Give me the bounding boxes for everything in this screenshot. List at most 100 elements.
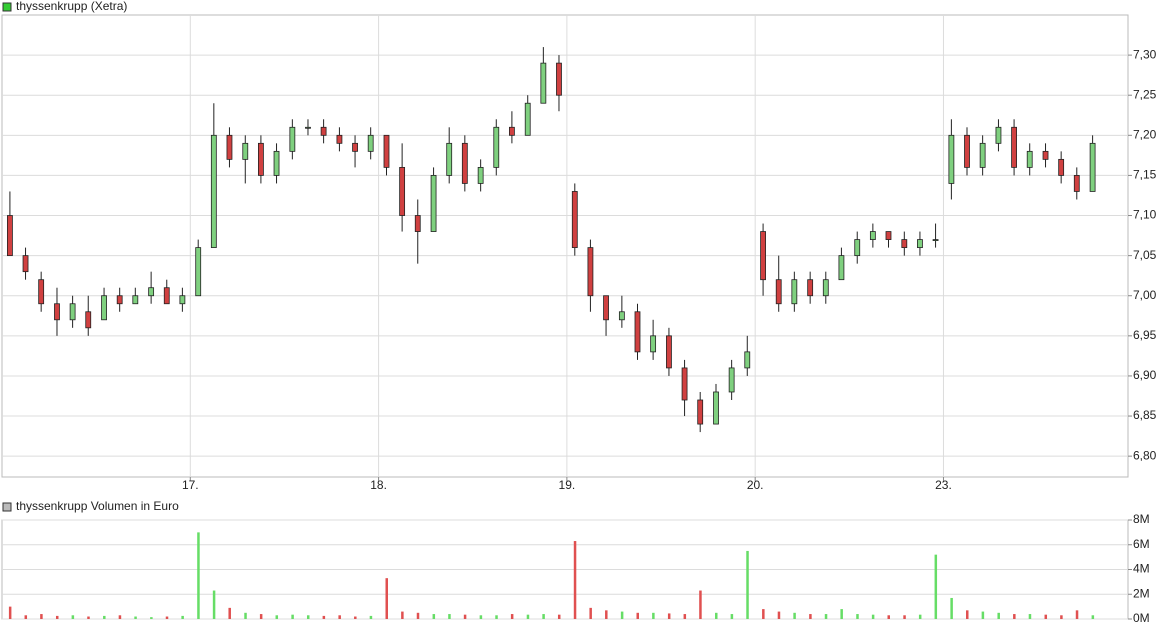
candle-body xyxy=(163,287,170,305)
candle-body xyxy=(869,231,876,240)
y-tick-label: 7,05 xyxy=(1133,248,1157,262)
candle-body xyxy=(995,126,1002,144)
volume-bar xyxy=(181,615,184,619)
volume-bar xyxy=(118,615,122,619)
volume-bar xyxy=(448,614,451,619)
volume-bar xyxy=(526,614,530,619)
volume-bar xyxy=(354,616,357,619)
volume-bar xyxy=(762,609,765,619)
y-tick-label: 6M xyxy=(1133,537,1150,551)
plot-border xyxy=(1,14,1129,478)
volume-bar xyxy=(605,610,608,619)
volume-bar xyxy=(966,610,969,619)
candle-body xyxy=(305,126,311,129)
volume-bar xyxy=(730,614,734,619)
volume-bar xyxy=(244,612,247,619)
candle-body xyxy=(85,311,92,329)
volume-bar xyxy=(291,614,294,619)
y-tick-label: 0M xyxy=(1133,611,1150,625)
volume-bar xyxy=(1075,610,1079,619)
volume-bar xyxy=(416,612,420,619)
volume-bar xyxy=(495,615,498,619)
candle-body xyxy=(666,335,672,369)
candle-body xyxy=(509,126,515,136)
volume-bar xyxy=(981,611,985,619)
y-tick-label: 4M xyxy=(1133,562,1150,576)
volume-bar xyxy=(306,615,310,619)
candle-body xyxy=(1026,150,1033,168)
candle-body xyxy=(681,367,688,401)
candle-body xyxy=(1058,158,1065,176)
volume-bar xyxy=(777,611,781,619)
volume-bar xyxy=(652,612,655,619)
candle-body xyxy=(760,231,766,281)
y-tick-label: 7,00 xyxy=(1133,288,1157,302)
volume-bar xyxy=(338,615,341,619)
volume-bar xyxy=(1013,614,1016,619)
candle-body xyxy=(54,303,60,321)
x-tick-label: 18. xyxy=(370,478,387,492)
candle-body xyxy=(101,295,107,321)
chart-title: thyssenkrupp (Xetra) xyxy=(16,0,127,13)
candle-body xyxy=(414,215,421,232)
y-tick-label: 2M xyxy=(1133,586,1150,600)
volume-bar xyxy=(212,590,216,619)
candle-body xyxy=(932,239,939,241)
candle-body xyxy=(728,367,735,393)
volume-bar xyxy=(1091,615,1095,619)
y-tick-label: 7,10 xyxy=(1133,208,1157,222)
candle-body xyxy=(571,191,578,249)
candle-body xyxy=(320,126,327,136)
candle-body xyxy=(493,126,500,168)
volume-bar xyxy=(1044,614,1048,619)
candle-body xyxy=(603,295,609,321)
volume-bar xyxy=(197,532,200,619)
volume-bar xyxy=(71,615,75,619)
volume-bar xyxy=(809,614,812,619)
candle-body xyxy=(289,126,296,152)
volume-bar xyxy=(746,550,749,619)
volume-bar xyxy=(401,611,404,619)
candle-body xyxy=(132,295,139,305)
volume-bar xyxy=(103,615,106,619)
candle-body xyxy=(367,134,374,152)
volume-bar xyxy=(150,617,153,619)
volume-bar xyxy=(275,615,279,619)
volume-bar xyxy=(887,615,890,619)
volume-bar xyxy=(463,614,467,619)
candle-body xyxy=(901,239,908,249)
volume-bar xyxy=(1028,614,1032,619)
candle-body xyxy=(791,279,798,305)
y-tick-label: 7,20 xyxy=(1133,127,1157,141)
legend-swatch xyxy=(2,2,12,12)
candle-body xyxy=(540,62,547,104)
y-tick-label: 6,80 xyxy=(1133,448,1157,462)
candle-body xyxy=(1073,175,1080,192)
candle-body xyxy=(446,142,453,176)
candle-body xyxy=(979,142,986,168)
candle-body xyxy=(775,279,782,305)
candle-body xyxy=(1011,126,1017,168)
volume-bar xyxy=(950,597,953,619)
candle-body xyxy=(352,142,358,152)
volume-bar xyxy=(557,614,561,619)
candle-body xyxy=(634,311,641,353)
volume-bar xyxy=(589,607,592,619)
volume-bar xyxy=(636,612,639,619)
legend-swatch xyxy=(2,502,12,512)
candle-body xyxy=(1089,142,1096,192)
candle-body xyxy=(556,62,562,96)
volume-bar xyxy=(134,616,137,619)
candle-body xyxy=(713,391,719,425)
y-tick-label: 6,85 xyxy=(1133,408,1157,422)
candle-body xyxy=(383,134,390,168)
candle-body xyxy=(273,150,280,176)
candle-body xyxy=(524,102,531,136)
volume-bar xyxy=(55,615,59,619)
candle-body xyxy=(917,239,923,249)
volume-bar xyxy=(824,614,828,619)
chart-title: thyssenkrupp Volumen in Euro xyxy=(16,499,179,513)
candle-body xyxy=(587,247,594,297)
